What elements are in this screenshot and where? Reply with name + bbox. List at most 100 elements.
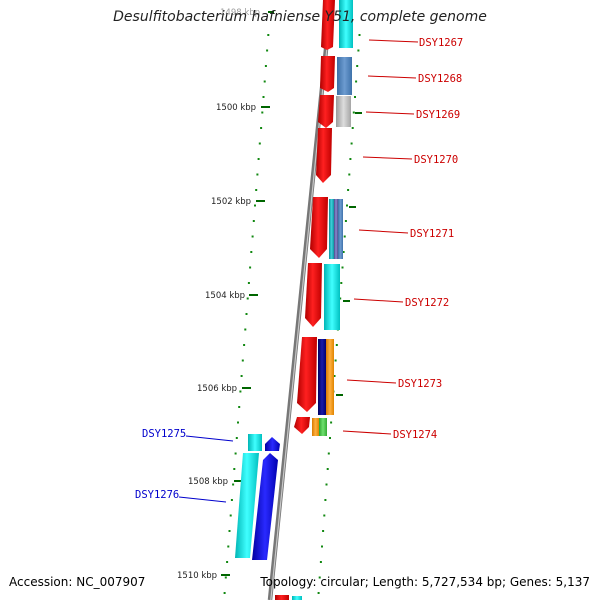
gene-arrow[interactable] bbox=[305, 263, 322, 327]
guide-dot bbox=[260, 127, 263, 129]
guide-dot bbox=[227, 545, 230, 548]
guide-dot bbox=[325, 483, 328, 486]
accession-text: Accession: NC_007907 bbox=[9, 575, 146, 589]
domain-block bbox=[336, 96, 351, 127]
guide-dot bbox=[237, 421, 239, 424]
guide-dot bbox=[321, 545, 323, 548]
gene-arrow[interactable] bbox=[297, 337, 317, 412]
gene-arrow[interactable] bbox=[294, 417, 310, 434]
guide-dot bbox=[349, 158, 352, 160]
guide-dot bbox=[333, 375, 336, 377]
gene-arrow[interactable] bbox=[321, 0, 335, 50]
guide-dot bbox=[340, 282, 343, 284]
gene-arrow[interactable] bbox=[316, 128, 332, 183]
guide-dot bbox=[319, 561, 322, 563]
guide-dot bbox=[251, 235, 254, 238]
guide-dot bbox=[223, 592, 226, 594]
guide-dot bbox=[250, 251, 253, 253]
gene-label[interactable]: DSY1273 bbox=[398, 378, 442, 390]
guide-dot bbox=[258, 142, 261, 145]
domain-block bbox=[337, 57, 352, 95]
guide-dot bbox=[317, 592, 320, 594]
guide-dot bbox=[246, 297, 249, 300]
gene-label[interactable]: DSY1269 bbox=[416, 109, 460, 121]
guide-dot bbox=[247, 282, 250, 284]
guide-dot bbox=[238, 406, 241, 408]
gene-label[interactable]: DSY1276 bbox=[135, 489, 179, 501]
reverse-genes bbox=[235, 434, 280, 560]
guide-dot bbox=[346, 204, 348, 207]
dotted-guide-tracks bbox=[223, 34, 361, 594]
guide-dot bbox=[318, 576, 321, 579]
guide-dot bbox=[254, 204, 256, 207]
gene-label[interactable]: DSY1275 bbox=[142, 428, 186, 440]
leader-line bbox=[342, 430, 392, 435]
guide-dot bbox=[229, 514, 232, 517]
gene-block[interactable] bbox=[248, 434, 262, 451]
guide-dot bbox=[354, 96, 356, 98]
gene-label[interactable]: DSY1270 bbox=[414, 154, 458, 166]
guide-dot bbox=[235, 437, 238, 439]
guide-dot bbox=[262, 96, 265, 98]
domain-block bbox=[339, 0, 353, 48]
domain-block bbox=[334, 199, 338, 259]
guide-dot bbox=[234, 452, 237, 455]
domain-block bbox=[318, 339, 326, 415]
gene-arrow[interactable] bbox=[265, 437, 280, 451]
domain-block bbox=[319, 418, 327, 436]
guide-dot bbox=[224, 576, 227, 579]
guide-dot bbox=[339, 297, 342, 300]
gene-label[interactable]: DSY1274 bbox=[393, 429, 437, 441]
leader-line bbox=[362, 156, 413, 160]
gene-arrow[interactable] bbox=[235, 453, 259, 558]
guide-dot bbox=[341, 266, 344, 269]
guide-dot bbox=[256, 173, 259, 176]
leader-line bbox=[185, 435, 234, 442]
guide-dot bbox=[244, 328, 247, 331]
tick-label: 1510 kbp bbox=[177, 571, 217, 581]
gene-label[interactable]: DSY1267 bbox=[419, 37, 463, 49]
guide-dot bbox=[241, 359, 244, 362]
genome-title: Desulfitobacterium hafniense Y51, comple… bbox=[113, 9, 487, 25]
guide-dot bbox=[266, 49, 269, 52]
guide-dot bbox=[228, 530, 231, 532]
tick-label: 1508 kbp bbox=[188, 477, 228, 487]
guide-dot bbox=[352, 111, 355, 114]
guide-dot bbox=[263, 80, 266, 83]
gene-labels: DSY1267 DSY1268 DSY1269 DSY1270 DSY1271 … bbox=[135, 37, 463, 501]
gene-label[interactable]: DSY1272 bbox=[405, 297, 449, 309]
leader-line bbox=[353, 298, 404, 303]
gene-arrow[interactable] bbox=[252, 453, 278, 560]
guide-dot bbox=[324, 499, 327, 501]
gene-arrow[interactable] bbox=[310, 197, 328, 258]
gene-arrow[interactable] bbox=[275, 595, 289, 600]
forward-genes bbox=[275, 0, 353, 600]
guide-dot bbox=[226, 561, 229, 563]
guide-dot bbox=[357, 49, 360, 52]
genome-backbone-highlight bbox=[270, 0, 333, 600]
gene-arrow[interactable] bbox=[320, 56, 335, 92]
position-ticks: 1498 kbp 1500 kbp 1502 kbp 1504 kbp 1506… bbox=[177, 8, 274, 581]
tick-label: 1504 kbp bbox=[205, 291, 245, 301]
guide-dot bbox=[358, 34, 361, 36]
guide-dot bbox=[255, 189, 258, 191]
tick-label: 1498 kbp bbox=[220, 8, 260, 18]
leader-line bbox=[367, 75, 417, 79]
genome-summary-text: Topology: circular; Length: 5,727,534 bp… bbox=[260, 575, 590, 589]
guide-dot bbox=[348, 173, 351, 176]
guide-dot bbox=[230, 499, 233, 501]
guide-dot bbox=[351, 127, 354, 129]
guide-dot bbox=[327, 452, 330, 455]
guide-dot bbox=[343, 235, 346, 238]
gene-label[interactable]: DSY1268 bbox=[418, 73, 462, 85]
tick-label: 1502 kbp bbox=[211, 197, 251, 207]
gene-arrow[interactable] bbox=[318, 95, 334, 128]
guide-dot bbox=[344, 220, 347, 222]
guide-dot bbox=[355, 80, 358, 83]
guide-dot bbox=[347, 189, 350, 191]
label-leaders bbox=[178, 39, 419, 503]
gene-label[interactable]: DSY1271 bbox=[410, 228, 454, 240]
guide-dot bbox=[342, 251, 345, 253]
domain-block bbox=[338, 199, 343, 259]
